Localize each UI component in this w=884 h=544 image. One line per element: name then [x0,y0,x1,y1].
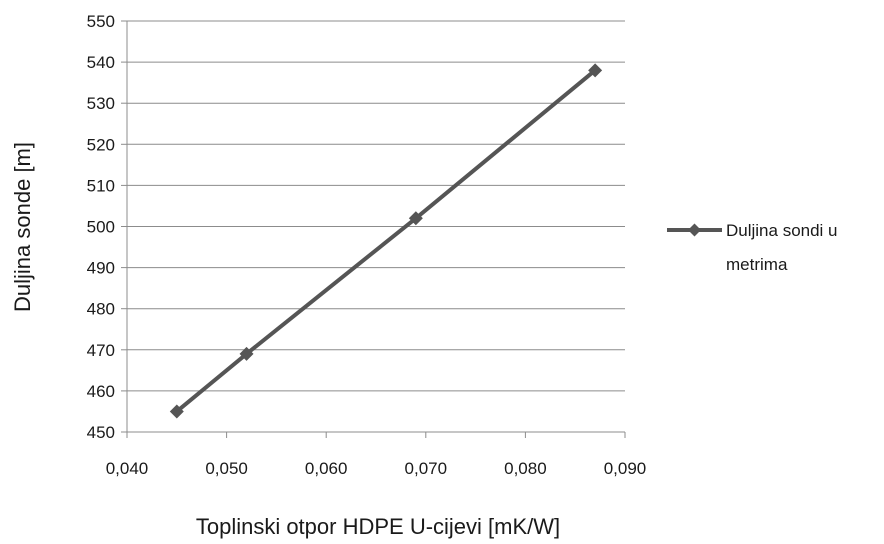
legend-marker-diamond [688,223,701,237]
data-point-marker [169,404,184,419]
x-axis-title: Toplinski otpor HDPE U-cijevi [mK/W] [196,514,560,539]
gridlines [127,20,625,392]
x-tick-labels: 0,040 0,050 0,060 0,070 0,080 0,090 [106,459,647,478]
series-line [175,68,597,413]
y-tick-label: 460 [87,382,115,401]
legend-label-line1: Duljina sondi u [726,221,838,240]
y-tick-label: 540 [87,53,115,72]
y-tick-label: 490 [87,259,115,278]
y-tick-label: 550 [87,12,115,31]
legend: Duljina sondi u metrima [667,221,838,274]
data-point-marker [239,346,254,361]
x-tick-label: 0,070 [405,459,448,478]
legend-label-line2: metrima [726,255,788,274]
y-tick-labels: 450 460 470 480 490 500 510 520 530 540 550 [87,12,115,442]
data-point-marker [408,211,423,226]
series-group [169,63,603,419]
y-tick-label: 520 [87,135,115,154]
y-tick-label: 470 [87,341,115,360]
y-axis-title: Duljina sonde [m] [10,142,35,312]
y-tick-label: 480 [87,300,115,319]
x-tick-label: 0,060 [305,459,348,478]
x-tick-label: 0,080 [504,459,547,478]
data-point-marker [588,63,603,78]
y-tick-label: 530 [87,94,115,113]
axes [121,20,626,438]
x-tick-label: 0,040 [106,459,149,478]
y-tick-label: 500 [87,218,115,237]
x-tick-label: 0,090 [604,459,647,478]
y-tick-label: 450 [87,423,115,442]
x-tick-label: 0,050 [205,459,248,478]
y-tick-label: 510 [87,176,115,195]
